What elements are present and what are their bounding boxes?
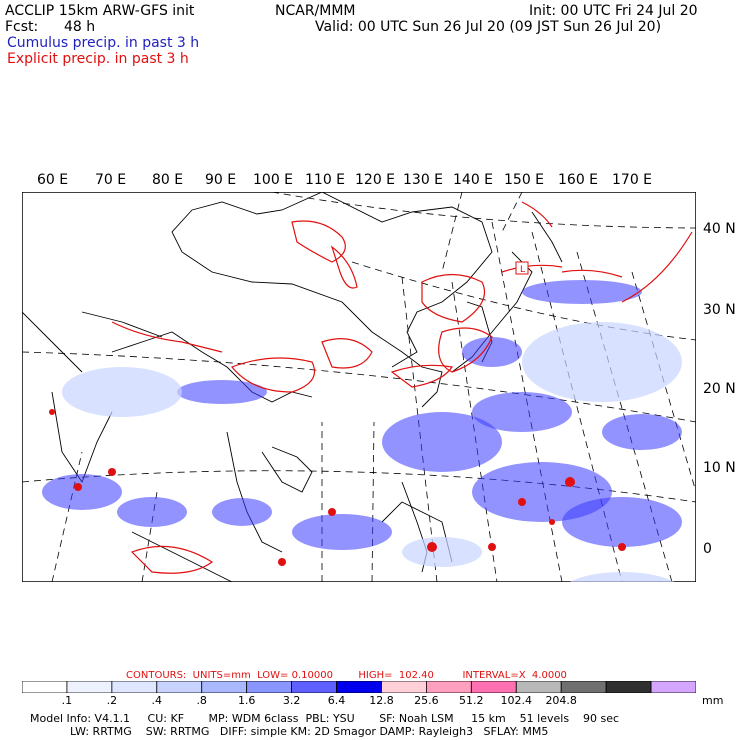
model-info-line2: LW: RRTMG SW: RRTMG DIFF: simple KM: 2D … <box>70 725 549 738</box>
colorbar-tick-label: 51.2 <box>459 694 484 707</box>
lon-label: 80 E <box>152 172 184 188</box>
lon-label: 170 E <box>612 172 653 188</box>
colorbar-tick-label: 1.6 <box>237 694 256 707</box>
colorbar-swatch <box>22 681 68 693</box>
lat-label: 30 N <box>703 302 736 318</box>
lon-label: 120 E <box>355 172 396 188</box>
colorbar-tick-label: .2 <box>106 694 118 707</box>
explicit-precip-cells <box>49 409 626 566</box>
colorbar-swatch <box>201 681 248 693</box>
colorbar-tick-label: 25.6 <box>414 694 439 707</box>
model-info-line1: Model Info: V4.1.1 CU: KF MP: WDM 6class… <box>30 712 620 725</box>
colorbar-swatch <box>336 681 382 693</box>
forecast-label: Fcst: <box>5 19 39 35</box>
lon-label: 70 E <box>95 172 127 188</box>
colorbar-swatch <box>515 681 562 693</box>
colorbar-swatch <box>111 681 158 693</box>
colorbar-swatch <box>291 681 337 693</box>
colorbar-swatch <box>156 681 203 693</box>
organization: NCAR/MMM <box>275 3 356 19</box>
colorbar-swatch <box>605 681 652 693</box>
model-title: ACCLIP 15km ARW-GFS init <box>5 3 195 19</box>
lon-label: 150 E <box>504 172 545 188</box>
lat-label: 20 N <box>703 381 736 397</box>
contour-info: CONTOURS: UNITS=mm LOW= 0.10000 HIGH= 10… <box>126 670 567 681</box>
colorbar-tick-label: .4 <box>151 694 163 707</box>
legend-explicit: Explicit precip. in past 3 h <box>7 51 189 67</box>
colorbar-swatch <box>560 681 607 693</box>
colorbar-swatch <box>381 681 427 693</box>
valid-time: Valid: 00 UTC Sun 26 Jul 20 (09 JST Sun … <box>315 19 662 35</box>
colorbar-tick-label: .1 <box>61 694 73 707</box>
colorbar-swatch <box>650 681 696 693</box>
forecast-value: 48 h <box>64 19 96 35</box>
lat-label: 40 N <box>703 221 736 237</box>
colorbar-swatch <box>246 681 292 693</box>
colorbar-swatch <box>425 681 472 693</box>
colorbar-tick-label: 12.8 <box>369 694 394 707</box>
lon-label: 140 E <box>453 172 494 188</box>
lon-label: 130 E <box>403 172 444 188</box>
cumulus-precip <box>42 280 682 550</box>
colorbar-tick-label: 204.8 <box>545 694 577 707</box>
lon-label: 110 E <box>305 172 346 188</box>
lat-label: 0 <box>703 541 712 557</box>
legend-cumulus: Cumulus precip. in past 3 h <box>7 35 200 51</box>
explicit-precip <box>111 201 693 574</box>
colorbar-swatch <box>66 681 113 693</box>
lon-label: 90 E <box>205 172 237 188</box>
precipitation-map: L <box>22 192 696 582</box>
colorbar-tick-label: 102.4 <box>500 694 533 707</box>
svg-text:L: L <box>520 265 525 275</box>
lat-label: 10 N <box>703 460 736 476</box>
colorbar-tick-label: .8 <box>196 694 207 707</box>
lon-label: 100 E <box>253 172 294 188</box>
colorbar-units: mm <box>702 694 724 707</box>
colorbar-tick-label: 6.4 <box>327 694 346 707</box>
colorbar-swatch <box>470 681 517 693</box>
init-time: Init: 00 UTC Fri 24 Jul 20 <box>529 3 698 19</box>
lon-label: 60 E <box>37 172 69 188</box>
low-pressure-marker: L <box>515 261 529 275</box>
light-cumulus-precip <box>62 322 682 582</box>
colorbar <box>22 681 696 693</box>
lon-label: 160 E <box>558 172 599 188</box>
colorbar-tick-label: 3.2 <box>282 694 301 707</box>
